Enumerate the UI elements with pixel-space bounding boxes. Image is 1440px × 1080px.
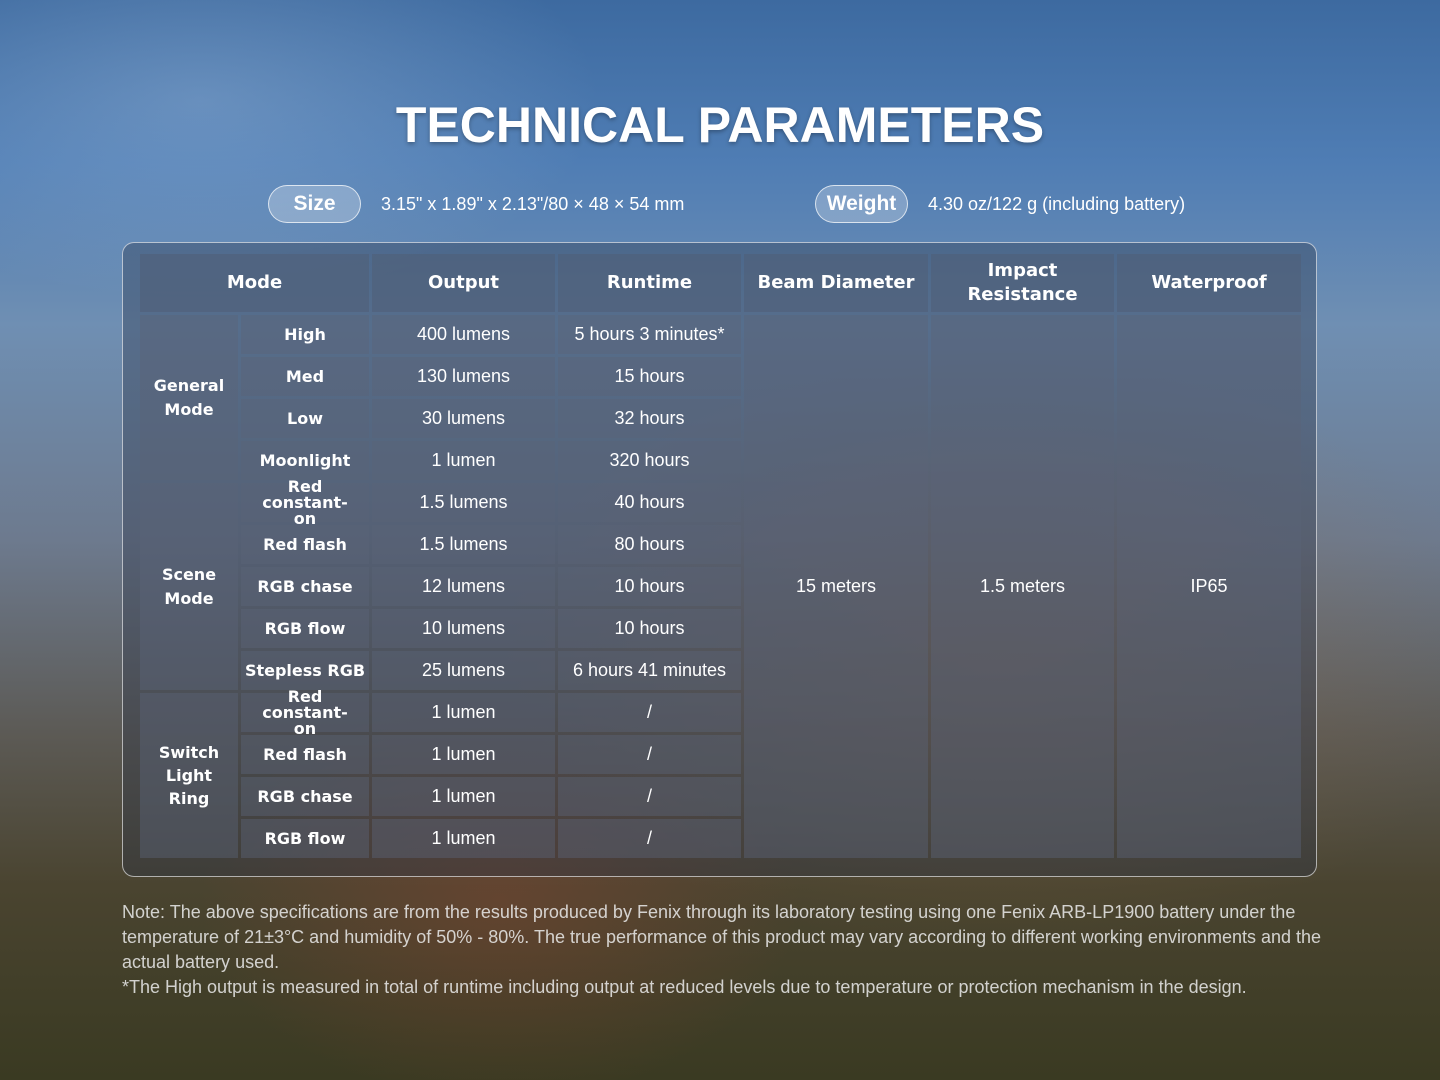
- mode-name: Red constant-on: [241, 478, 369, 526]
- runtime-value: 10 hours: [558, 567, 741, 606]
- page-title: TECHNICAL PARAMETERS: [395, 97, 1045, 153]
- mode-name: RGB flow: [241, 609, 369, 648]
- output-value: 30 lumens: [372, 399, 555, 438]
- runtime-value: /: [558, 777, 741, 816]
- output-value: 1 lumen: [372, 819, 555, 858]
- mode-name: Med: [241, 357, 369, 396]
- spec-table: Mode Output Runtime Beam Diameter Impact Res…: [140, 254, 1301, 858]
- runtime-value: 6 hours 41 minutes: [558, 651, 741, 690]
- runtime-value: /: [558, 819, 741, 858]
- waterproof-value: IP65: [1117, 315, 1301, 858]
- output-value: 1 lumen: [372, 777, 555, 816]
- table-header: Waterproof: [1117, 254, 1301, 312]
- mode-name: RGB flow: [241, 819, 369, 858]
- size-value: 3.15" x 1.89" x 2.13"/80 × 48 × 54 mm: [381, 194, 685, 214]
- runtime-value: 40 hours: [558, 483, 741, 522]
- output-value: 1 lumen: [372, 735, 555, 774]
- mode-name: Red flash: [241, 735, 369, 774]
- mode-name: Low: [241, 399, 369, 438]
- output-value: 1 lumen: [372, 693, 555, 732]
- runtime-value: 10 hours: [558, 609, 741, 648]
- table-header: Mode: [140, 254, 369, 312]
- runtime-value: 32 hours: [558, 399, 741, 438]
- mode-group-label: Switch Light Ring: [140, 693, 238, 858]
- size-badge: Size: [268, 185, 361, 223]
- mode-name: RGB chase: [241, 777, 369, 816]
- spec-table-panel: [122, 242, 1317, 877]
- runtime-value: /: [558, 735, 741, 774]
- runtime-value: 5 hours 3 minutes*: [558, 315, 741, 354]
- mode-group-label: General Mode: [140, 315, 238, 480]
- table-header: Runtime: [558, 254, 741, 312]
- output-value: 1 lumen: [372, 441, 555, 480]
- mode-name: Red constant-on: [241, 688, 369, 736]
- beam-diameter-value: 15 meters: [744, 315, 928, 858]
- weight-badge: Weight: [815, 185, 908, 223]
- table-header: Impact Resistance: [931, 254, 1114, 312]
- output-value: 130 lumens: [372, 357, 555, 396]
- output-value: 10 lumens: [372, 609, 555, 648]
- runtime-value: 15 hours: [558, 357, 741, 396]
- weight-value: 4.30 oz/122 g (including battery): [928, 194, 1186, 214]
- mode-name: High: [241, 315, 369, 354]
- mode-name: Red flash: [241, 525, 369, 564]
- table-header: Output: [372, 254, 555, 312]
- table-header: Beam Diameter: [744, 254, 928, 312]
- output-value: 12 lumens: [372, 567, 555, 606]
- impact-resistance-value: 1.5 meters: [931, 315, 1114, 858]
- output-value: 1.5 lumens: [372, 483, 555, 522]
- mode-name: RGB chase: [241, 567, 369, 606]
- note-text: Note: The above specifications are from …: [122, 902, 1322, 972]
- footnote-text: *The High output is measured in total of…: [122, 977, 1247, 997]
- mode-name: Moonlight: [241, 441, 369, 480]
- mode-name: Stepless RGB: [241, 651, 369, 690]
- runtime-value: 80 hours: [558, 525, 741, 564]
- notes: Note: The above specifications are from …: [122, 900, 1352, 1000]
- output-value: 1.5 lumens: [372, 525, 555, 564]
- runtime-value: 320 hours: [558, 441, 741, 480]
- output-value: 400 lumens: [372, 315, 555, 354]
- runtime-value: /: [558, 693, 741, 732]
- mode-group-label: Scene Mode: [140, 483, 238, 690]
- output-value: 25 lumens: [372, 651, 555, 690]
